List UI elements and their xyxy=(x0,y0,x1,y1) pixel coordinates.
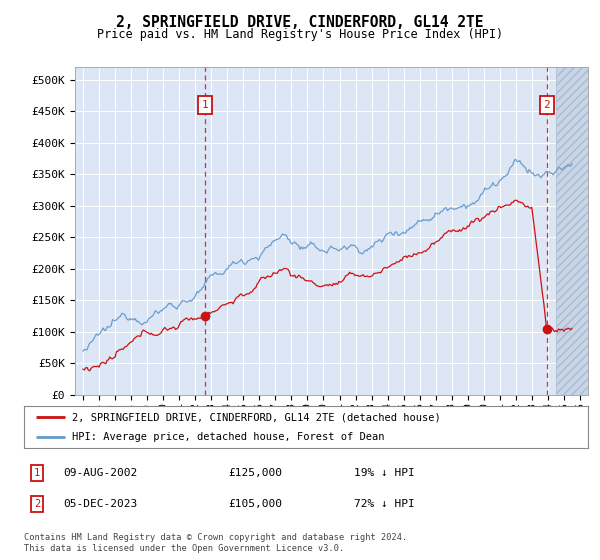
Text: 72% ↓ HPI: 72% ↓ HPI xyxy=(354,499,415,509)
Text: 2, SPRINGFIELD DRIVE, CINDERFORD, GL14 2TE: 2, SPRINGFIELD DRIVE, CINDERFORD, GL14 2… xyxy=(116,15,484,30)
Text: Contains HM Land Registry data © Crown copyright and database right 2024.
This d: Contains HM Land Registry data © Crown c… xyxy=(24,533,407,553)
Text: HPI: Average price, detached house, Forest of Dean: HPI: Average price, detached house, Fore… xyxy=(72,432,385,442)
Text: 09-AUG-2002: 09-AUG-2002 xyxy=(63,468,137,478)
Text: £105,000: £105,000 xyxy=(228,499,282,509)
Text: 1: 1 xyxy=(202,100,208,110)
Text: 05-DEC-2023: 05-DEC-2023 xyxy=(63,499,137,509)
Text: 2: 2 xyxy=(543,100,550,110)
Text: 2, SPRINGFIELD DRIVE, CINDERFORD, GL14 2TE (detached house): 2, SPRINGFIELD DRIVE, CINDERFORD, GL14 2… xyxy=(72,412,440,422)
Text: £125,000: £125,000 xyxy=(228,468,282,478)
Text: 2: 2 xyxy=(34,499,40,509)
Text: 19% ↓ HPI: 19% ↓ HPI xyxy=(354,468,415,478)
Text: Price paid vs. HM Land Registry's House Price Index (HPI): Price paid vs. HM Land Registry's House … xyxy=(97,28,503,41)
Bar xyxy=(556,67,588,395)
Text: 1: 1 xyxy=(34,468,40,478)
